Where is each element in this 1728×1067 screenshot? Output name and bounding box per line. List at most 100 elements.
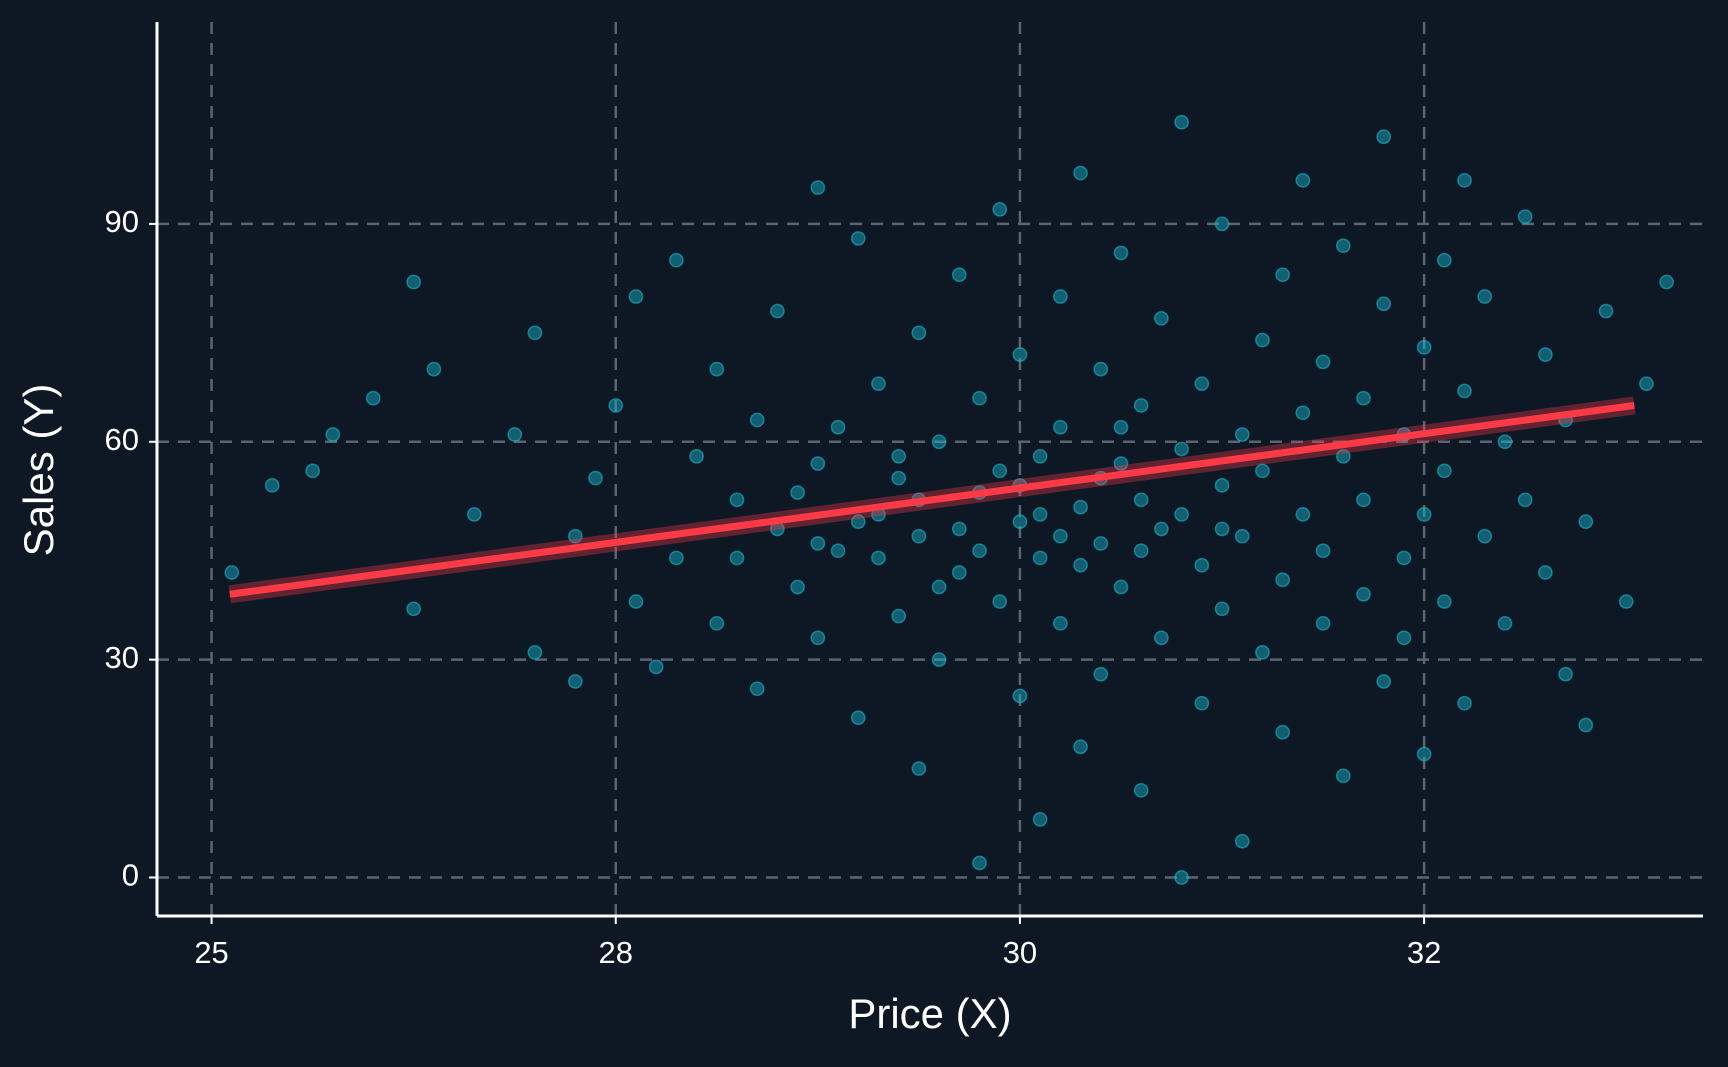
- point: [1052, 419, 1068, 435]
- point: [951, 565, 967, 580]
- point: [1214, 521, 1230, 537]
- point: [1174, 870, 1189, 885]
- point: [810, 180, 826, 195]
- point: [1457, 383, 1472, 399]
- point: [871, 376, 886, 392]
- y-axis-title: Sales (Y): [15, 384, 62, 557]
- point: [790, 579, 805, 595]
- x-tick-label: 28: [599, 935, 633, 970]
- point: [507, 427, 523, 442]
- point: [1073, 499, 1088, 515]
- point: [1234, 528, 1250, 544]
- point: [1376, 129, 1392, 145]
- y-tick-label: 90: [105, 204, 139, 239]
- point: [1194, 376, 1210, 392]
- y-tick-label: 60: [105, 422, 139, 457]
- point: [1052, 289, 1068, 304]
- point: [810, 630, 826, 646]
- point: [1295, 405, 1311, 421]
- y-tick-label: 0: [122, 858, 139, 893]
- point: [1093, 536, 1109, 551]
- point: [648, 659, 664, 675]
- point: [1659, 274, 1674, 290]
- point: [1113, 456, 1129, 471]
- point: [1436, 463, 1452, 479]
- point: [1234, 427, 1250, 442]
- point: [810, 456, 826, 471]
- point: [1578, 514, 1594, 530]
- point: [1335, 238, 1351, 254]
- point: [1012, 688, 1028, 704]
- point: [830, 419, 846, 435]
- point: [1234, 833, 1250, 849]
- point: [669, 252, 684, 268]
- point: [1093, 361, 1109, 377]
- point: [1416, 507, 1432, 522]
- point: [992, 594, 1008, 609]
- point: [1113, 245, 1129, 261]
- point: [365, 390, 381, 406]
- point: [1032, 448, 1048, 464]
- point: [1416, 746, 1432, 762]
- point: [1214, 216, 1230, 232]
- point: [1113, 579, 1129, 595]
- point: [1376, 674, 1392, 689]
- point: [1335, 768, 1351, 784]
- point: [1396, 550, 1412, 566]
- point: [1194, 557, 1210, 573]
- point: [1174, 507, 1189, 522]
- point: [709, 361, 725, 377]
- point: [1376, 296, 1392, 312]
- point: [709, 615, 725, 631]
- point: [1517, 492, 1533, 508]
- point: [1154, 521, 1169, 537]
- point: [951, 521, 967, 537]
- point: [1133, 492, 1149, 508]
- point: [992, 202, 1008, 217]
- point: [1356, 492, 1371, 508]
- point: [1295, 172, 1311, 188]
- point: [749, 681, 765, 697]
- point: [1174, 114, 1189, 130]
- point: [1457, 695, 1472, 711]
- point: [406, 274, 422, 290]
- point: [1315, 354, 1331, 370]
- point: [1255, 645, 1270, 660]
- point: [1133, 543, 1149, 559]
- point: [1255, 332, 1270, 348]
- x-tick-label: 32: [1407, 935, 1441, 970]
- point: [224, 565, 240, 580]
- point: [527, 325, 543, 341]
- point: [891, 608, 907, 624]
- point: [972, 855, 987, 871]
- point: [972, 390, 987, 406]
- point: [588, 470, 603, 486]
- point: [1174, 441, 1189, 457]
- point: [891, 470, 907, 486]
- point: [1032, 550, 1048, 566]
- point: [951, 267, 967, 283]
- point: [1457, 172, 1472, 188]
- point: [689, 448, 704, 464]
- point: [1133, 783, 1149, 798]
- point: [567, 674, 583, 689]
- point: [1356, 390, 1371, 406]
- point: [770, 303, 785, 319]
- point: [911, 761, 927, 776]
- x-tick-label: 25: [194, 935, 228, 970]
- point: [1154, 630, 1169, 646]
- point: [850, 514, 866, 530]
- point: [406, 601, 422, 617]
- point: [325, 427, 341, 442]
- point: [1477, 289, 1493, 304]
- point: [749, 412, 765, 428]
- point: [1416, 340, 1432, 355]
- point: [1012, 347, 1028, 362]
- trend-line: [229, 401, 1635, 598]
- point: [1052, 528, 1068, 544]
- point: [1538, 565, 1553, 580]
- point: [1052, 615, 1068, 631]
- point: [1012, 514, 1028, 530]
- point: [466, 507, 482, 522]
- point: [1356, 586, 1371, 602]
